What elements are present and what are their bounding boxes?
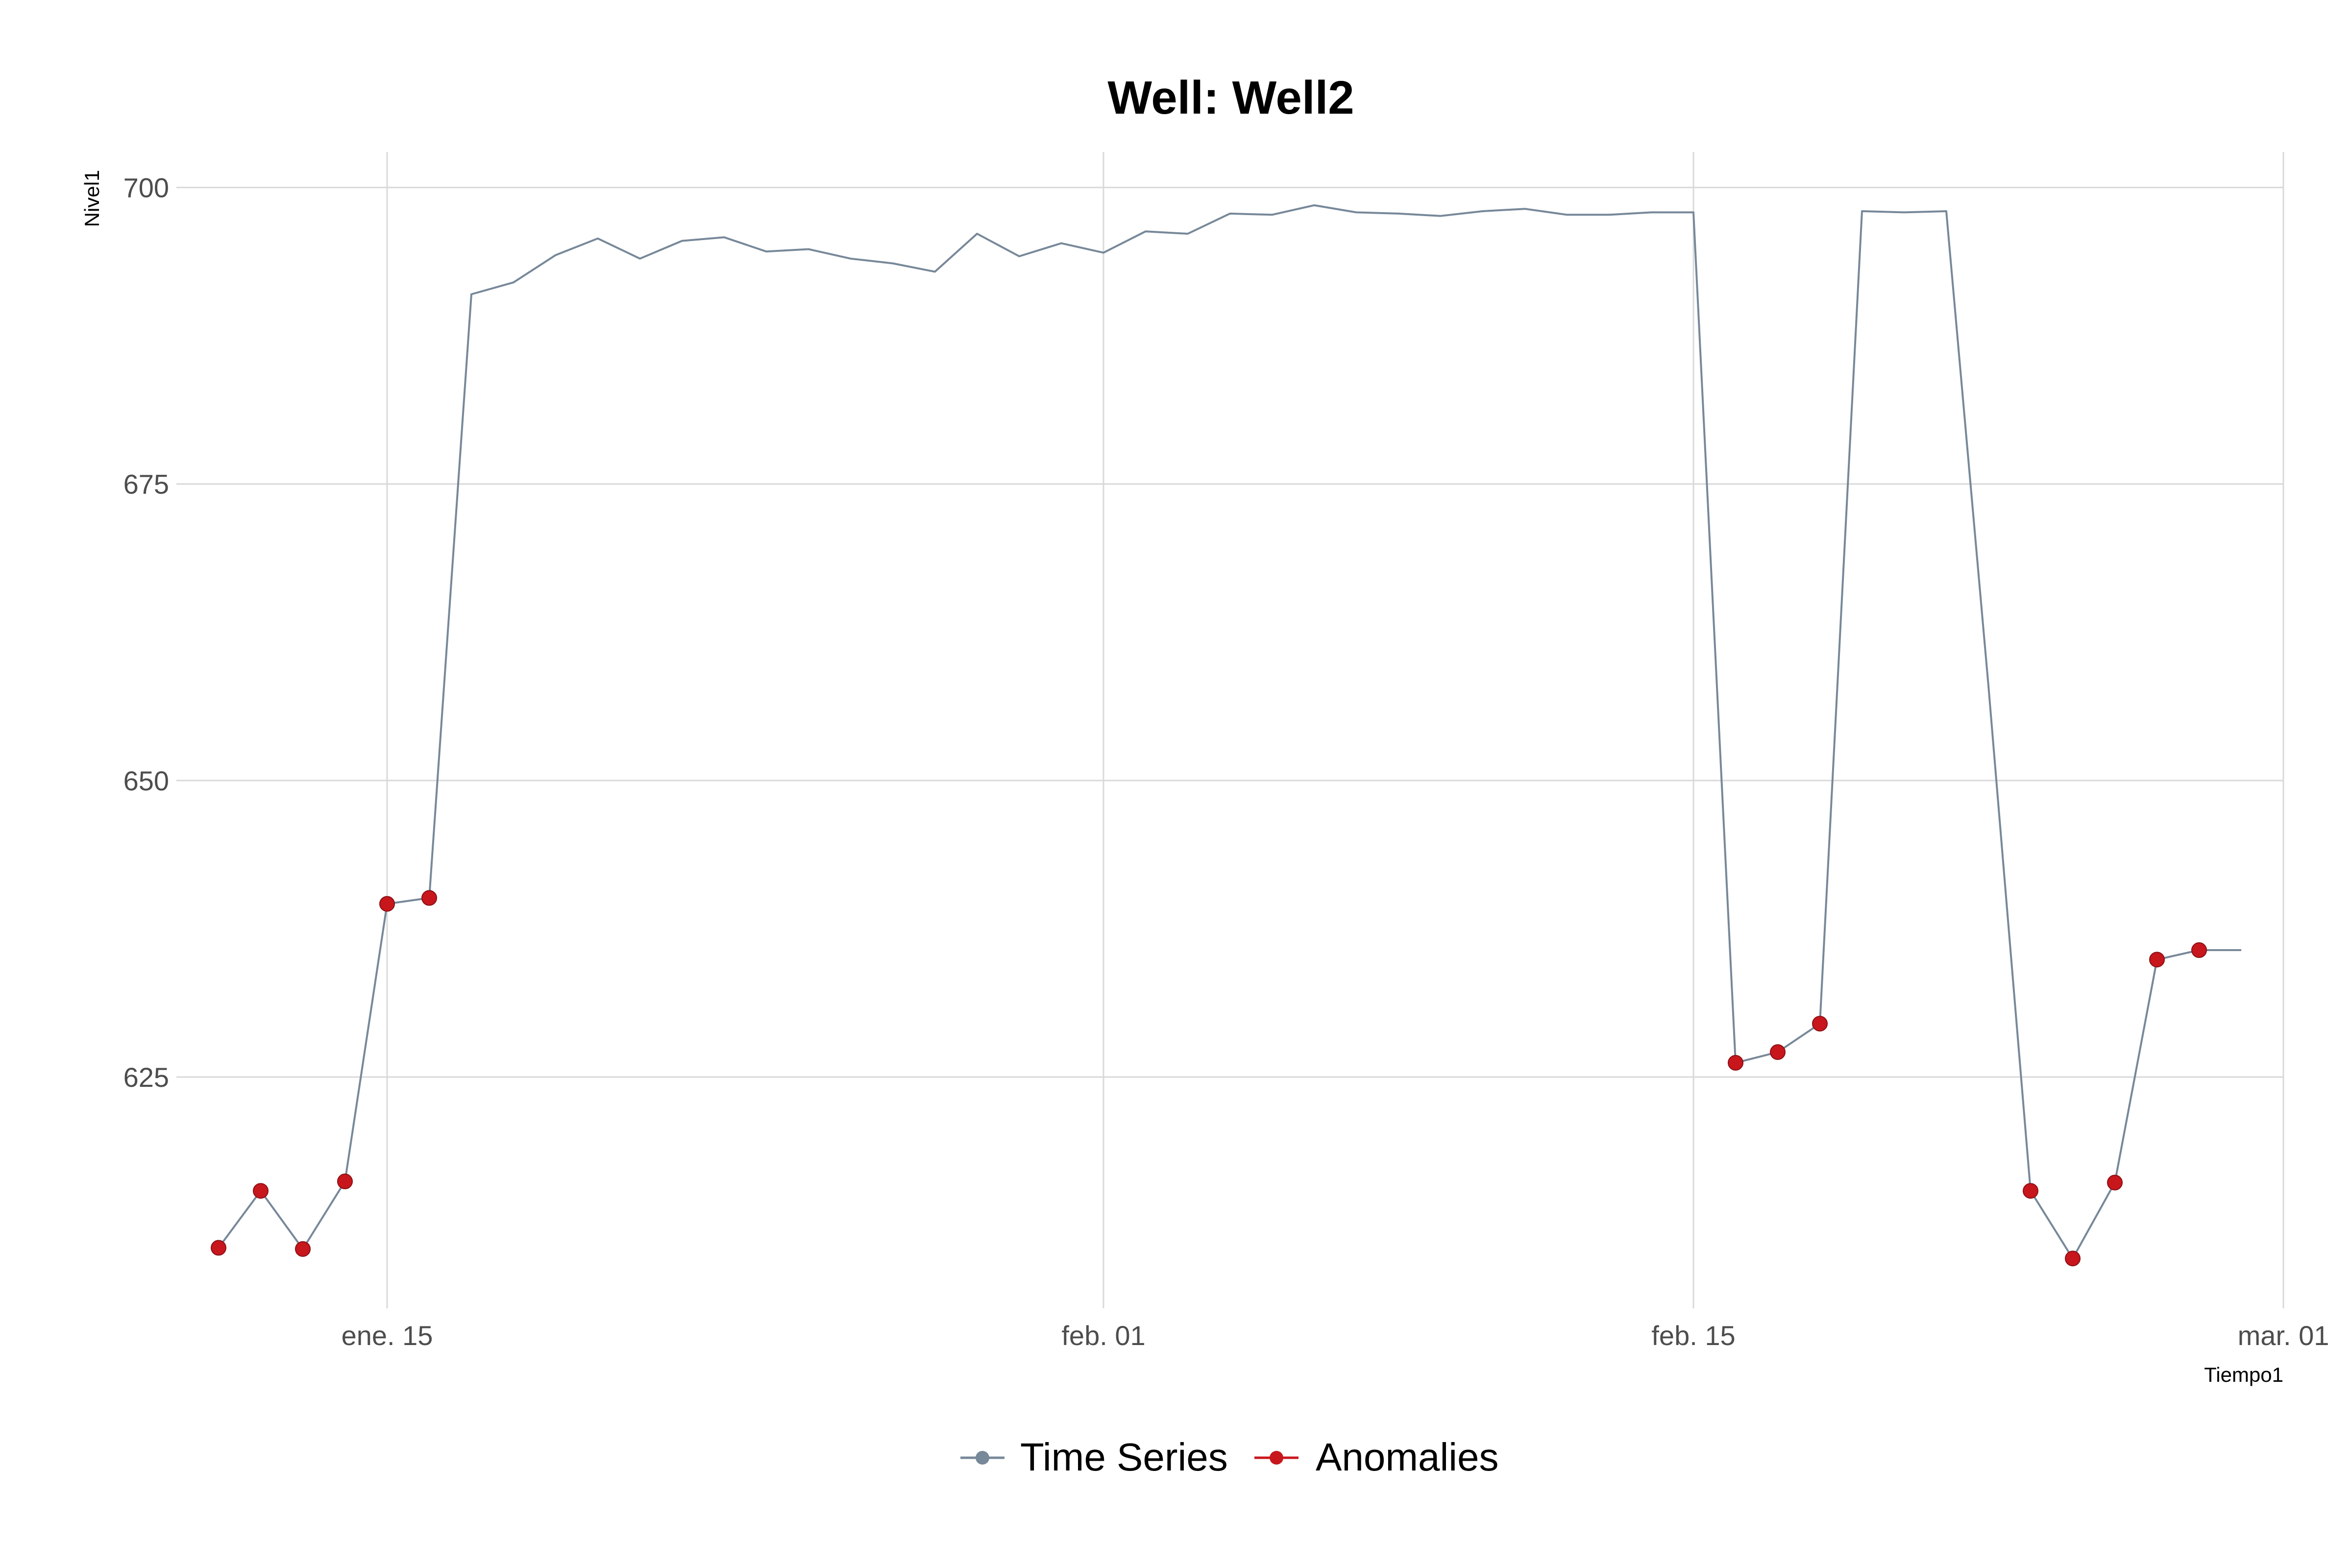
legend-label-anomalies: Anomalies: [1316, 1435, 1499, 1479]
anomaly-point: [1728, 1054, 1743, 1071]
anomaly-points-group: [211, 890, 2207, 1267]
anomaly-point: [337, 1174, 353, 1190]
time-series-line: [218, 204, 2241, 1260]
grid: [176, 152, 2284, 1308]
series-line-group: [218, 204, 2241, 1260]
anomaly-point: [2191, 942, 2207, 958]
y-axis-title: Nivel1: [80, 170, 103, 227]
legend: Time Series Anomalies: [960, 1435, 1499, 1479]
chart-title: Well: Well2: [1107, 72, 1354, 124]
anomaly-point: [379, 896, 395, 912]
anomaly-point: [211, 1240, 226, 1256]
x-tick-label: feb. 01: [1061, 1320, 1145, 1351]
anomaly-point: [1770, 1044, 1786, 1060]
legend-marker-time-series: [976, 1451, 989, 1465]
tick-labels-group: 625 650 675 700 ene. 15 feb. 01 feb. 15 mar. 01: [123, 172, 2329, 1351]
x-tick-label: mar. 01: [2238, 1320, 2329, 1351]
anomaly-point: [2107, 1175, 2123, 1191]
legend-marker-anomalies: [1270, 1451, 1283, 1465]
y-tick-label: 650: [123, 765, 169, 796]
x-tick-label: ene. 15: [342, 1320, 433, 1351]
anomaly-point: [1812, 1016, 1828, 1032]
y-tick-label: 700: [123, 172, 169, 203]
anomaly-point: [253, 1183, 269, 1199]
y-tick-label: 675: [123, 469, 169, 500]
anomaly-point: [2149, 952, 2165, 968]
anomaly-point: [2023, 1183, 2038, 1199]
anomaly-point: [295, 1241, 311, 1257]
y-tick-label: 625: [123, 1062, 169, 1093]
anomaly-point: [2065, 1250, 2081, 1267]
anomaly-point: [421, 890, 437, 906]
legend-label-time-series: Time Series: [1020, 1435, 1228, 1479]
x-axis-title: Tiempo1: [2204, 1363, 2283, 1386]
x-tick-label: feb. 15: [1651, 1320, 1735, 1351]
